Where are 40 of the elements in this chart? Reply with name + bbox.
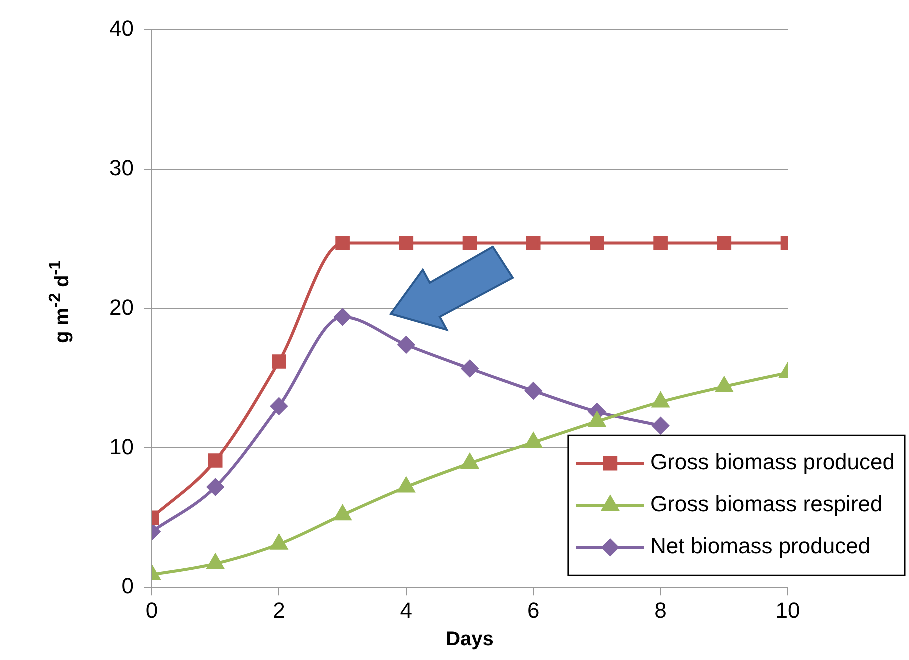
point [717,236,732,250]
x-tick-label: 4 [400,598,413,623]
y-tick-label: 20 [110,294,134,320]
point [270,398,288,415]
point [654,236,668,250]
point [462,454,478,470]
point [526,236,541,250]
point [398,336,415,354]
x-tick-label: 2 [273,598,286,623]
point [334,506,352,521]
point [398,478,415,493]
point [207,554,224,570]
y-tick-label: 30 [110,155,134,180]
y-tick-label: 0 [122,574,134,599]
point [208,454,223,468]
x-tick-label: 8 [654,598,667,623]
point [525,382,542,400]
point [207,478,224,496]
point [336,236,350,250]
point [272,354,286,369]
legend-label: Gross biomass respired [650,492,883,517]
y-tick-label: 40 [110,16,134,42]
legend-label: Net biomass produced [650,534,871,559]
legend-label: Gross biomass produced [650,450,896,475]
point [652,417,670,434]
point [270,534,288,550]
point [334,308,352,326]
point [590,236,604,250]
point [399,236,414,250]
x-tick-label: 0 [146,598,158,623]
point [588,412,606,428]
x-axis-title: Days [446,628,494,651]
point [462,236,478,250]
y-tick-label: 10 [110,434,134,460]
point [462,360,478,378]
x-tick-label: 6 [527,598,540,623]
point [716,377,733,392]
x-tick-label: 10 [776,598,800,623]
point [525,433,542,448]
point [652,392,670,408]
